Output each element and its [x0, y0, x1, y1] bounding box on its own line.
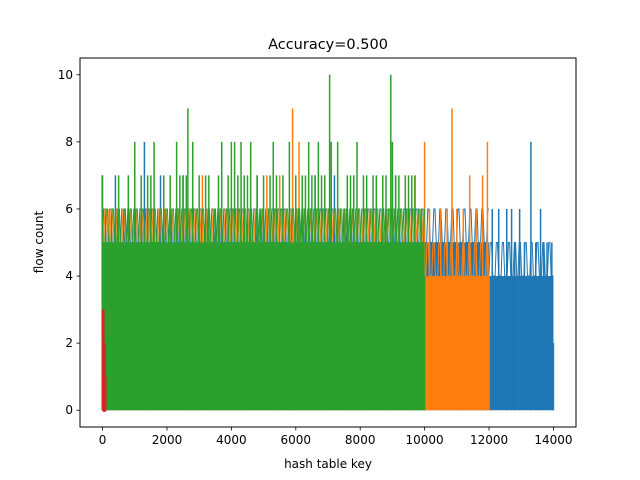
x-tick-label: 0 [99, 433, 107, 447]
x-axis-label: hash table key [284, 457, 372, 471]
plot-area [101, 74, 555, 412]
x-axis: 0 2000 4000 6000 8000 10000 12000 14000 [99, 427, 573, 447]
x-tick-label: 10000 [406, 433, 444, 447]
y-tick-label: 6 [65, 202, 73, 216]
y-tick-label: 2 [65, 336, 73, 350]
x-tick-label: 14000 [534, 433, 572, 447]
y-tick-label: 10 [58, 68, 73, 82]
x-tick-label: 8000 [345, 433, 376, 447]
y-axis: 0 2 4 6 8 10 [58, 68, 80, 417]
y-tick-label: 8 [65, 135, 73, 149]
series-3 [101, 309, 107, 412]
series-band-edge [488, 242, 518, 277]
y-tick-label: 0 [65, 403, 73, 417]
x-tick-label: 4000 [216, 433, 247, 447]
series-layer [101, 74, 555, 412]
x-tick-label: 6000 [281, 433, 312, 447]
plot-frame [79, 57, 577, 428]
series-2 [101, 74, 426, 411]
chart-title: Accuracy=0.500 [268, 37, 388, 53]
y-axis-label: flow count [32, 211, 46, 274]
x-tick-label: 2000 [152, 433, 183, 447]
series-band [489, 276, 519, 411]
series-band [102, 410, 107, 412]
y-tick-label: 4 [65, 269, 73, 283]
x-tick-label: 12000 [470, 433, 508, 447]
